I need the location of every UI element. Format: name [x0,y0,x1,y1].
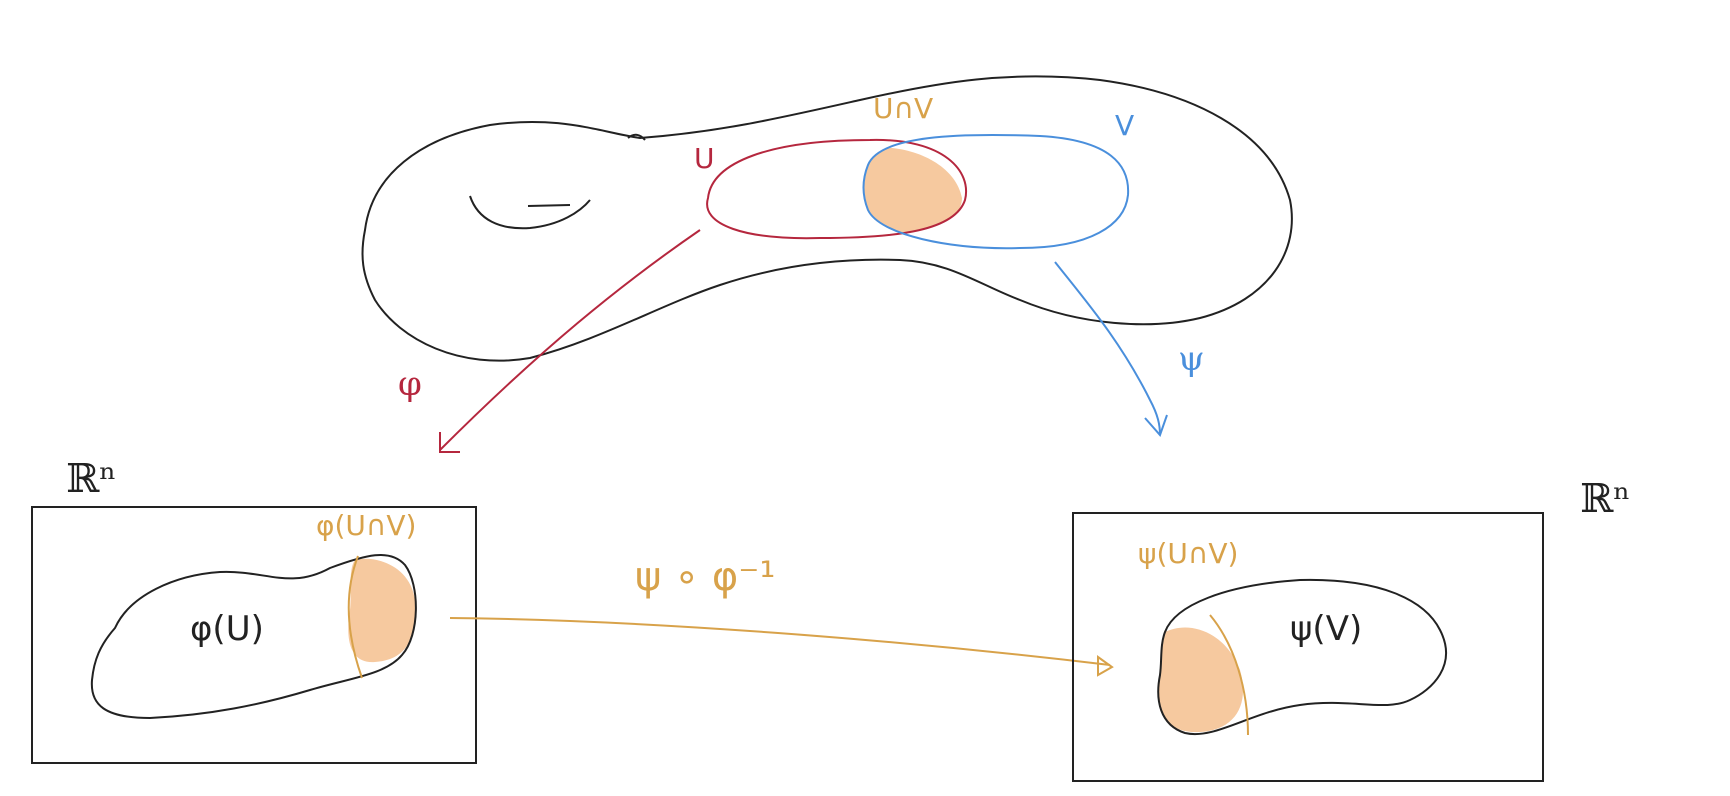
transition-map: ψ ∘ φ⁻¹ [449,554,1114,677]
phi-map: φ [398,229,701,453]
left-overlap-label: φ(U∩V) [316,509,416,542]
manifold: U V U∩V [361,75,1293,362]
manifold-seam-tick [627,133,646,141]
psi-label: ψ [1178,339,1205,379]
psi-map: ψ [1054,261,1205,437]
right-overlap-label: ψ(U∩V) [1138,537,1238,570]
left-overlap-boundary [347,555,363,679]
right-region-label: ψ(V) [1290,609,1362,649]
manifold-outline [361,75,1293,362]
manifold-hole [469,195,591,230]
left-space-frame [31,506,477,764]
overlap-fill [863,147,962,234]
v-domain-outline [862,133,1130,250]
left-region-label: φ(U) [190,609,264,649]
transition-arrow-head [1097,655,1114,677]
left-overlap-fill [348,558,416,663]
right-overlap-fill [1158,627,1244,733]
right-space-frame [1072,512,1544,782]
phi-label: φ [398,364,422,404]
u-label: U [694,142,715,175]
transition-arrow-shaft [449,617,1111,666]
psi-arrow-head [1144,414,1168,437]
right-euclidean-space: ℝⁿ ψ(V) ψ(U∩V) [1072,476,1631,782]
v-label: V [1115,109,1134,142]
transition-label: ψ ∘ φ⁻¹ [635,554,775,600]
left-space-label: ℝⁿ [66,456,117,502]
right-region-outline [1157,578,1447,736]
right-overlap-boundary [1209,614,1249,736]
psi-arrow-shaft [1054,261,1161,436]
phi-arrow-shaft [439,229,701,451]
overlap-label: U∩V [873,92,933,125]
right-space-label: ℝⁿ [1580,476,1631,522]
phi-arrow-head [439,432,460,453]
left-euclidean-space: ℝⁿ φ(U) φ(U∩V) [31,456,477,764]
left-region-outline [90,553,417,720]
u-domain-outline [706,138,968,240]
